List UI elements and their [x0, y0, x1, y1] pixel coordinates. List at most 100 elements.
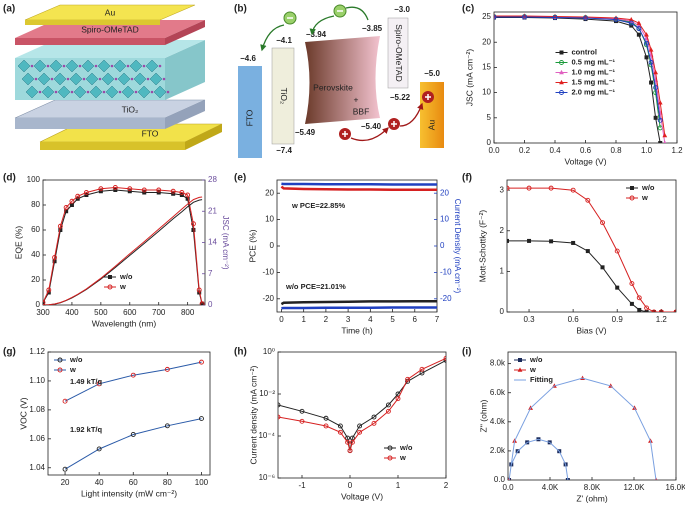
octahedron	[25, 85, 39, 99]
energy-level: −3.0	[394, 5, 410, 14]
octahedron	[153, 85, 167, 99]
data-point	[653, 69, 659, 75]
data-point	[57, 357, 63, 363]
data-point	[347, 448, 353, 454]
data-point	[651, 310, 656, 312]
x-tick-label: 80	[163, 478, 172, 487]
data-point	[653, 85, 659, 91]
data-point	[385, 402, 391, 408]
octahedron	[105, 85, 119, 99]
atom	[66, 77, 70, 81]
material-label: Perovskite	[313, 82, 353, 92]
y2-tick-label: -20	[440, 294, 452, 303]
x-tick-label: 20	[61, 478, 70, 487]
y-tick-label: 100	[27, 175, 41, 184]
data-point	[170, 188, 176, 194]
atom	[126, 64, 130, 68]
data-point	[196, 287, 202, 293]
series-line	[278, 357, 446, 453]
data-point	[199, 359, 204, 365]
y2-tick-label: 0	[208, 300, 213, 309]
chart: (d) 300 400 500 600 700 800 0 20 40 60 80 100 0 7 14 21 2…	[3, 173, 230, 329]
fto-band	[238, 66, 262, 158]
y-tick-label: 6.0k	[490, 388, 506, 397]
data-point	[323, 415, 329, 421]
data-point	[371, 414, 377, 420]
data-point	[130, 372, 136, 378]
tio2-band	[271, 47, 295, 145]
y-tick-label: 0	[500, 307, 505, 316]
octahedron	[133, 72, 147, 86]
octahedron	[17, 59, 31, 73]
data-point	[62, 466, 68, 472]
x-tick-label: 0.6	[568, 315, 580, 324]
y-tick-label: 2.0k	[490, 446, 506, 455]
perovskite-band	[305, 36, 380, 124]
x-tick-label: 0.9	[612, 315, 624, 324]
series-line	[281, 306, 437, 310]
data-point	[658, 141, 663, 143]
atom	[50, 77, 54, 81]
legend-label: w/o	[641, 183, 655, 192]
x-tick-label: 0	[348, 481, 353, 490]
x-tick-label: 400	[65, 308, 79, 317]
data-point	[644, 32, 649, 37]
chart: (g) 20 40 60 80 100 1.04 1.06 1.08 1.10 1.12 Light …	[3, 347, 211, 498]
data-point	[164, 366, 170, 372]
data-point	[507, 185, 510, 191]
chart: (h) -1 0 1 2 10⁻⁶ 10⁻⁴ 10⁻² 10⁰ Voltage (V) Curren…	[234, 347, 449, 502]
data-point	[636, 20, 642, 25]
data-point	[653, 115, 658, 120]
x-tick-label: 1	[301, 315, 306, 324]
energy-level: −5.22	[390, 93, 411, 102]
octahedra	[17, 59, 170, 99]
legend-label: w	[399, 453, 406, 462]
x-axis-label: Bias (V)	[576, 325, 606, 335]
data-point	[58, 228, 63, 232]
data-point	[64, 209, 69, 214]
atom	[62, 64, 66, 68]
y-tick-label: 1	[500, 266, 505, 275]
y-tick-label: 4.0k	[490, 417, 506, 426]
x-tick-label: 0.3	[523, 315, 535, 324]
y-tick-label: 1.08	[29, 405, 45, 414]
plot-frame	[506, 179, 677, 313]
data-point	[571, 240, 576, 245]
octahedron	[21, 72, 35, 86]
data-point	[345, 439, 351, 445]
y-tick-label: 1.06	[29, 434, 45, 443]
atom	[118, 90, 122, 94]
x-tick-label: 4.0K	[542, 483, 559, 492]
atom	[34, 77, 38, 81]
data-point	[43, 300, 45, 305]
y2-tick-label: 7	[208, 269, 213, 278]
data-point	[357, 429, 363, 435]
data-point	[337, 423, 343, 429]
y2-tick-label: 0	[440, 241, 445, 250]
y-tick-label: 0	[36, 300, 41, 309]
data-point	[559, 79, 564, 85]
data-point	[349, 439, 355, 445]
au-front	[25, 20, 160, 25]
data-point	[185, 192, 191, 198]
atom	[142, 64, 146, 68]
spiro-side	[165, 20, 205, 45]
energy-level: −3.85	[362, 24, 383, 33]
data-point	[629, 195, 635, 201]
y-tick-label: 0.0	[494, 475, 506, 484]
data-point	[648, 59, 654, 65]
data-point	[559, 60, 564, 65]
data-point	[52, 255, 58, 260]
energy-level: −7.4	[276, 146, 292, 155]
data-point	[197, 290, 202, 295]
atom	[162, 77, 166, 81]
atom	[86, 90, 90, 94]
layer-label: Spiro-OMeTAD	[81, 24, 138, 34]
plot-area	[494, 13, 668, 143]
y-tick-label: 2	[500, 226, 505, 235]
data-point	[644, 305, 650, 311]
data-point	[585, 197, 591, 203]
data-point	[507, 238, 509, 243]
data-point	[52, 259, 57, 264]
data-point	[559, 90, 564, 95]
